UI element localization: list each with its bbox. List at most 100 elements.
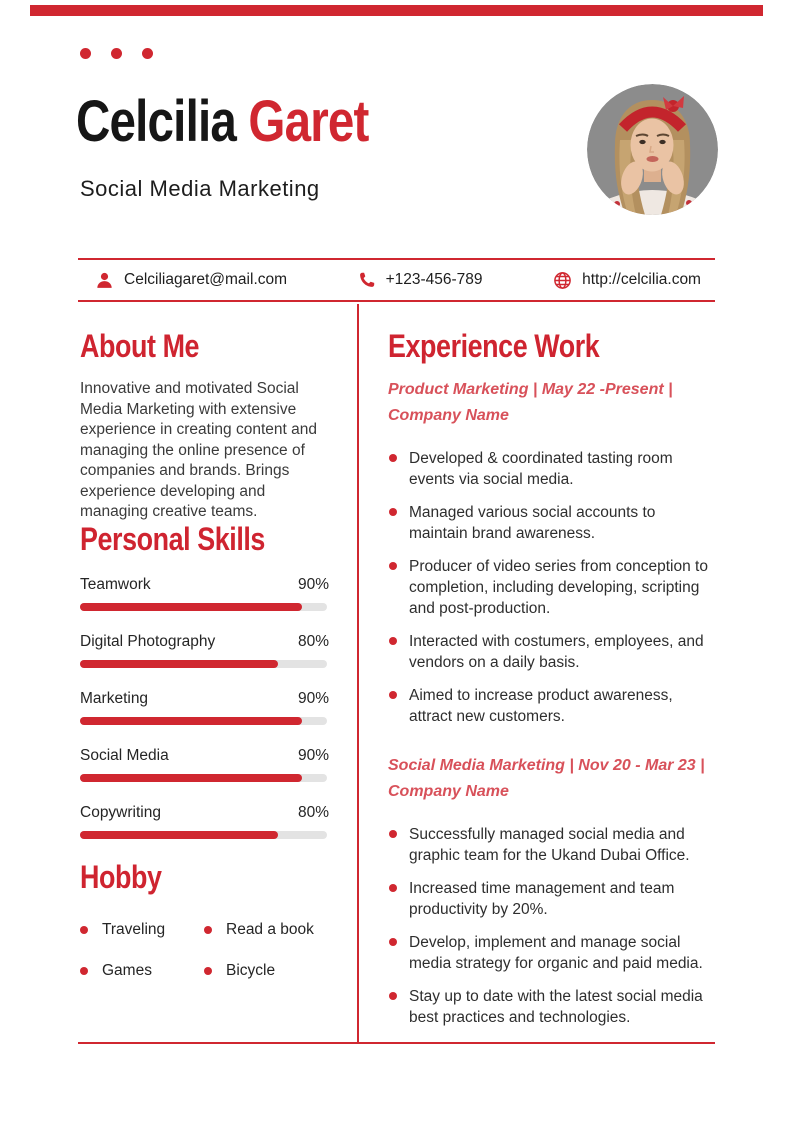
experience-bullet-text: Producer of video series from conception… — [409, 558, 708, 617]
hobby-item: Traveling — [80, 921, 204, 939]
experience-bullet-text: Aimed to increase product awareness, att… — [409, 687, 673, 725]
bullet-icon — [389, 562, 397, 570]
skill-bar-fill — [80, 830, 278, 839]
experience-bullet: Managed various social accounts to maint… — [388, 502, 713, 544]
skill-percent: 90% — [297, 746, 329, 764]
hobby-item: Games — [80, 962, 204, 980]
bullet-icon — [389, 508, 397, 516]
skill-row: Social Media 90% — [80, 747, 329, 782]
hobby-item: Bicycle — [204, 962, 329, 980]
experience-bullet-text: Developed & coordinated tasting room eve… — [409, 450, 673, 488]
job-entry: Social Media Marketing | Nov 20 - Mar 23… — [388, 753, 718, 1028]
job-bullets: Successfully managed social media and gr… — [388, 824, 718, 1028]
hobby-label: Read a book — [226, 920, 314, 938]
skill-label: Marketing — [80, 689, 149, 707]
experience-bullet-text: Managed various social accounts to maint… — [409, 504, 656, 542]
bullet-icon — [389, 938, 397, 946]
last-name: Garet — [248, 89, 369, 154]
skill-percent: 90% — [297, 689, 329, 707]
hobby-item: Read a book — [204, 921, 329, 939]
skill-bar-fill — [80, 773, 303, 782]
profile-photo — [587, 84, 718, 215]
dot-icon — [80, 48, 91, 59]
experience-bullet-text: Stay up to date with the latest social m… — [409, 988, 703, 1026]
skill-percent: 90% — [297, 575, 329, 593]
skill-bar-track — [80, 602, 327, 611]
decorative-dots — [80, 48, 153, 59]
experience-bullet: Stay up to date with the latest social m… — [388, 986, 713, 1028]
skill-label: Digital Photography — [80, 632, 216, 650]
skill-bar-track — [80, 830, 327, 839]
skill-row: Digital Photography 80% — [80, 633, 329, 668]
skill-bar-track — [80, 659, 327, 668]
skill-bar-track — [80, 716, 327, 725]
skill-label: Copywriting — [80, 803, 161, 821]
experience-bullet-text: Successfully managed social media and gr… — [409, 826, 690, 864]
contact-email[interactable]: Celciliagaret@mail.com — [95, 271, 287, 290]
experience-bullet: Interacted with costumers, employees, an… — [388, 631, 713, 673]
skill-row: Copywriting 80% — [80, 804, 329, 839]
person-name: Celcilia Garet — [76, 89, 369, 154]
dot-icon — [111, 48, 122, 59]
skill-percent: 80% — [297, 632, 329, 650]
hobby-label: Games — [102, 961, 152, 979]
skill-percent: 80% — [297, 803, 329, 821]
hobby-label: Bicycle — [226, 961, 276, 979]
person-icon — [97, 272, 112, 288]
skill-bar-fill — [80, 602, 303, 611]
portrait-illustration — [587, 84, 718, 215]
skill-bar-fill — [80, 659, 278, 668]
skill-row-header: Teamwork 90% — [80, 576, 329, 594]
skill-row-header: Social Media 90% — [80, 747, 329, 765]
bullet-icon — [389, 884, 397, 892]
job-title: Social Media Marketing — [80, 176, 320, 201]
job-entry: Product Marketing | May 22 -Present | Co… — [388, 377, 718, 727]
bullet-icon — [204, 966, 212, 975]
phone-text: +123-456-789 — [385, 271, 483, 288]
experience-bullet-text: Interacted with costumers, employees, an… — [409, 633, 704, 671]
skill-row-header: Digital Photography 80% — [80, 633, 329, 651]
right-column: Experience Work Product Marketing | May … — [357, 304, 718, 1042]
hobby-label: Traveling — [102, 920, 166, 938]
about-title: About Me — [80, 328, 200, 364]
experience-bullet: Aimed to increase product awareness, att… — [388, 685, 713, 727]
contact-bar: Celciliagaret@mail.com +123-456-789 http… — [78, 258, 715, 302]
job-heading: Product Marketing | May 22 -Present | Co… — [388, 381, 673, 424]
skill-row-header: Marketing 90% — [80, 690, 329, 708]
experience-bullet-text: Increased time management and team produ… — [409, 880, 675, 918]
bullet-icon — [389, 637, 397, 645]
bullet-icon — [389, 454, 397, 462]
phone-icon — [359, 272, 374, 287]
hobby-list: Traveling Read a book Games Bicycle — [80, 921, 329, 980]
dot-icon — [142, 48, 153, 59]
content-columns: About Me Innovative and motivated Social… — [78, 304, 715, 1044]
first-name: Celcilia — [76, 89, 237, 154]
skill-bar-fill — [80, 716, 303, 725]
bullet-icon — [80, 925, 88, 934]
experience-bullet: Producer of video series from conception… — [388, 556, 713, 619]
experience-bullet: Successfully managed social media and gr… — [388, 824, 713, 866]
top-accent-bar — [30, 5, 763, 16]
experience-bullet: Increased time management and team produ… — [388, 878, 713, 920]
experience-bullet: Develop, implement and manage social med… — [388, 932, 713, 974]
contact-website[interactable]: http://celcilia.com — [553, 271, 701, 290]
contact-phone[interactable]: +123-456-789 — [358, 271, 483, 289]
skills-title: Personal Skills — [80, 520, 265, 557]
skills-list: Teamwork 90% Digital Photography 80% Mar… — [80, 576, 329, 839]
skill-bar-track — [80, 773, 327, 782]
experience-bullet: Developed & coordinated tasting room eve… — [388, 448, 713, 490]
skill-row: Teamwork 90% — [80, 576, 329, 611]
about-text: Innovative and motivated Social Media Ma… — [80, 380, 317, 520]
globe-icon — [554, 271, 571, 289]
bullet-icon — [389, 992, 397, 1000]
skill-row-header: Copywriting 80% — [80, 804, 329, 822]
experience-title: Experience Work — [388, 328, 600, 364]
skill-label: Social Media — [80, 746, 169, 764]
left-column: About Me Innovative and motivated Social… — [78, 304, 357, 1042]
skill-row: Marketing 90% — [80, 690, 329, 725]
hobby-title: Hobby — [80, 858, 162, 895]
job-heading: Social Media Marketing | Nov 20 - Mar 23… — [388, 757, 705, 800]
bullet-icon — [80, 966, 88, 975]
jobs-list: Product Marketing | May 22 -Present | Co… — [388, 377, 718, 1028]
